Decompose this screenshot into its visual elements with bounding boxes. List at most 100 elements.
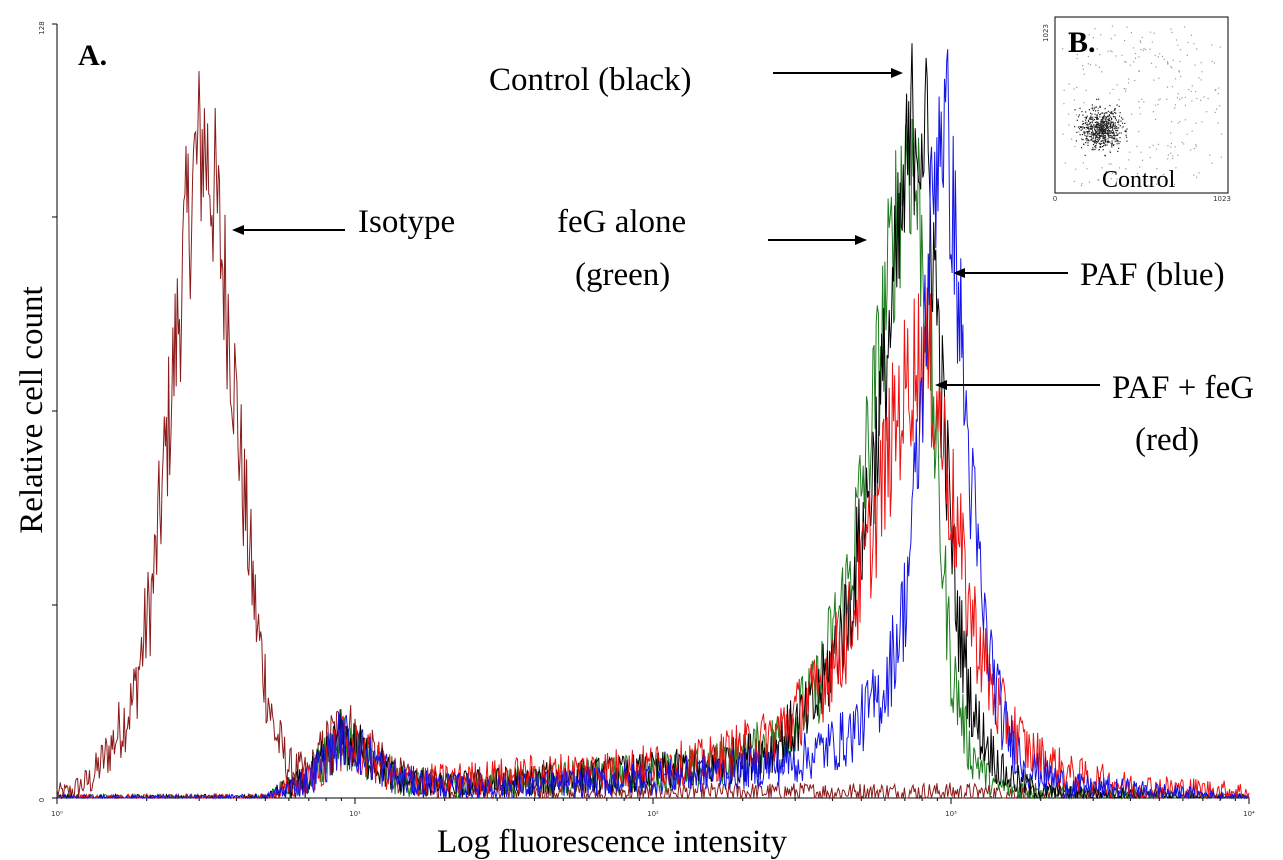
inset-dot [1085,121,1087,123]
inset-dot [1106,141,1108,143]
inset-dot [1093,133,1095,135]
inset-dot [1106,125,1109,127]
inset-dot [1113,128,1115,130]
inset-dot [1077,40,1079,43]
inset-dot [1125,134,1127,136]
inset-dot [1154,118,1157,120]
inset-dot [1112,137,1114,139]
inset-dot [1085,119,1087,121]
inset-dot [1089,125,1091,128]
inset-dot [1102,123,1104,125]
series-line-3 [56,49,1249,800]
inset-dot [1106,130,1109,132]
inset-dot [1128,159,1130,161]
inset-dot [1103,135,1105,137]
inset-dot [1092,144,1095,146]
inset-dot [1157,56,1159,58]
inset-dot [1101,126,1103,128]
inset-dot [1104,108,1106,110]
inset-dot [1107,120,1109,122]
inset-dot [1109,114,1111,116]
inset-dot [1167,158,1169,160]
inset-dot [1155,148,1158,150]
inset-dot [1149,31,1152,33]
inset-dot [1108,119,1110,121]
inset-dot [1105,121,1107,123]
inset-dot [1109,122,1111,124]
inset-y-tick-max: 1023 [1042,24,1050,42]
inset-dot [1179,120,1181,123]
inset-dot [1088,133,1090,135]
panel-a-label: A. [78,39,107,72]
inset-dot [1091,104,1093,106]
annotation-paf-feg-2: (red) [1135,422,1199,458]
inset-dot [1156,183,1158,185]
inset-dot [1089,112,1092,114]
inset-dot [1083,102,1085,104]
inset-scatter [1062,25,1223,186]
inset-dot [1201,121,1203,123]
inset-dot [1078,114,1080,116]
inset-dot [1099,105,1101,107]
inset-dot [1116,139,1118,141]
inset-dot [1098,126,1100,129]
inset-dot [1193,148,1195,150]
inset-dot [1097,122,1099,125]
inset-dot [1214,111,1216,113]
inset-dot [1191,130,1193,132]
inset-dot [1117,133,1119,135]
annotation-paf-feg: PAF + feG [1112,370,1254,406]
inset-dot [1090,135,1092,137]
inset-dot [1077,126,1080,128]
inset-dot [1105,129,1107,131]
inset-dot [1120,117,1123,119]
inset-dot [1102,128,1104,130]
inset-dot [1111,144,1113,146]
inset-dot [1088,120,1090,122]
inset-dot [1114,108,1116,110]
inset-dot [1094,138,1097,140]
inset-dot [1112,132,1114,134]
inset-dot [1073,180,1076,182]
inset-dot [1112,123,1114,125]
inset-dot [1101,116,1103,118]
inset-dot [1125,61,1127,63]
inset-dot [1109,130,1111,132]
inset-dot [1100,129,1102,131]
inset-dot [1105,130,1107,132]
inset-dot [1081,138,1083,140]
inset-dot [1088,130,1090,132]
inset-dot [1098,179,1100,181]
inset-dot [1083,127,1085,129]
inset-dot [1141,98,1143,100]
inset-dot [1134,57,1137,59]
inset-dot [1093,108,1096,110]
inset-dot [1096,114,1098,116]
inset-dot [1103,117,1105,119]
inset-dot [1112,126,1114,128]
inset-dot [1113,144,1115,146]
inset-dot [1086,124,1089,126]
inset-dot [1091,118,1093,120]
inset-dot [1095,115,1098,117]
inset-dot [1082,123,1084,125]
inset-dot [1129,64,1131,66]
inset-dot [1087,144,1089,146]
inset-dot [1084,132,1086,134]
inset-dot [1111,135,1113,137]
inset-dot [1083,143,1085,145]
inset-dot [1195,144,1197,146]
inset-dot [1108,114,1110,116]
inset-dot [1082,139,1084,141]
inset-dot [1196,176,1198,178]
inset-dot [1130,32,1132,34]
inset-dot [1109,111,1111,113]
inset-dot [1099,116,1101,118]
inset-dot [1175,39,1178,41]
inset-dot [1086,116,1088,118]
inset-dot [1099,137,1101,139]
inset-dot [1103,137,1105,139]
inset-dot [1177,93,1179,95]
inset-dot [1091,149,1093,151]
inset-dot [1105,125,1107,127]
